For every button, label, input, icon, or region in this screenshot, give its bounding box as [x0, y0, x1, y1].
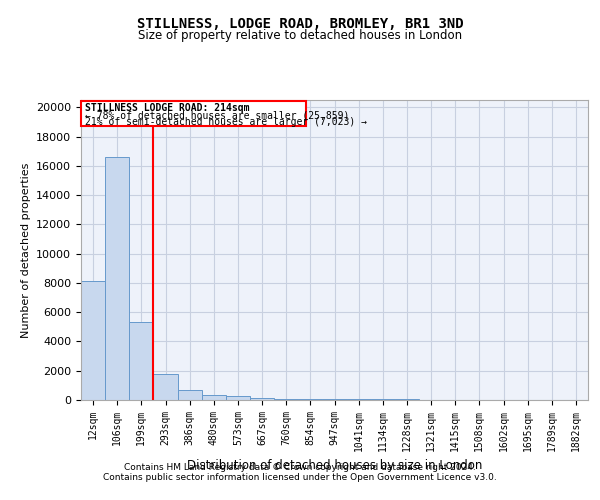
Bar [347, 399, 371, 400]
X-axis label: Distribution of detached houses by size in London: Distribution of detached houses by size … [187, 459, 482, 472]
Bar [298, 399, 322, 400]
Y-axis label: Number of detached properties: Number of detached properties [20, 162, 31, 338]
Text: STILLNESS, LODGE ROAD, BROMLEY, BR1 3ND: STILLNESS, LODGE ROAD, BROMLEY, BR1 3ND [137, 18, 463, 32]
Text: Size of property relative to detached houses in London: Size of property relative to detached ho… [138, 28, 462, 42]
Bar [322, 399, 347, 400]
Bar [129, 322, 154, 400]
Bar [250, 398, 274, 400]
Bar [178, 390, 202, 400]
Bar [202, 395, 226, 400]
Text: 21% of semi-detached houses are larger (7,023) →: 21% of semi-detached houses are larger (… [85, 117, 367, 127]
Bar [226, 396, 250, 400]
Bar [274, 398, 298, 400]
Text: Contains public sector information licensed under the Open Government Licence v3: Contains public sector information licen… [103, 472, 497, 482]
Text: STILLNESS LODGE ROAD: 214sqm: STILLNESS LODGE ROAD: 214sqm [85, 103, 250, 113]
Bar [105, 157, 129, 400]
Bar [154, 374, 178, 400]
Bar [81, 282, 105, 400]
Text: Contains HM Land Registry data © Crown copyright and database right 2024.: Contains HM Land Registry data © Crown c… [124, 462, 476, 471]
FancyBboxPatch shape [82, 102, 305, 126]
Text: ← 78% of detached houses are smaller (25,859): ← 78% of detached houses are smaller (25… [85, 110, 349, 120]
